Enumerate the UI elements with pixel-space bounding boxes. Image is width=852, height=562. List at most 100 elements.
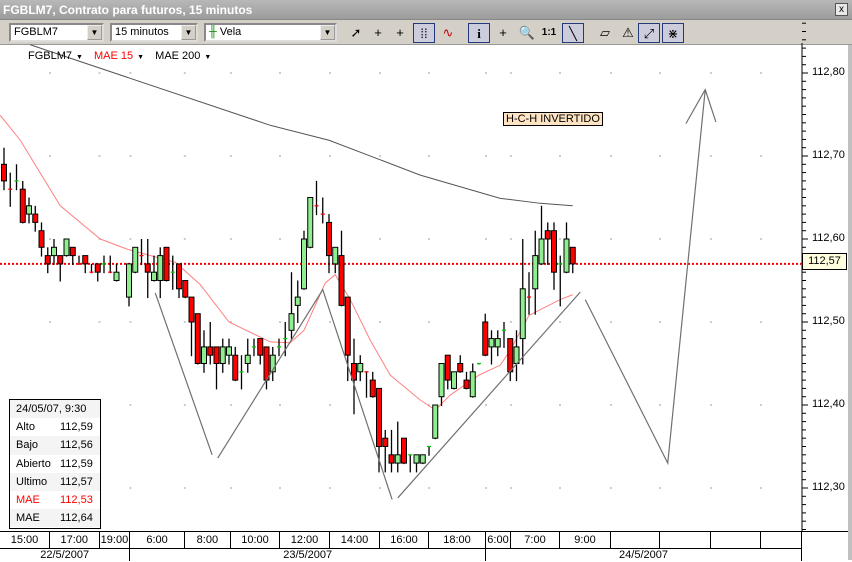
trendline-icon[interactable]: ╲ (562, 23, 584, 43)
candle (494, 330, 501, 357)
info-value: 112,57 (60, 475, 93, 488)
sync-icon[interactable]: ⋇ (662, 23, 684, 43)
grid-dot (510, 155, 512, 157)
candle (139, 239, 144, 265)
candle (188, 296, 195, 357)
candle (519, 239, 526, 365)
grid-dot (610, 155, 612, 157)
chevron-down-icon[interactable]: ▼ (320, 25, 335, 40)
candle (51, 239, 57, 265)
candle-body (532, 255, 539, 290)
grid-dot (183, 155, 186, 157)
grid-dot (710, 72, 712, 74)
candle (558, 255, 563, 307)
candle (294, 280, 301, 323)
candle-body (563, 238, 570, 273)
time-tick-label: 15:00 (0, 532, 50, 548)
draw-mode-icon[interactable]: ⤢ (638, 23, 660, 43)
legend-ma-slow[interactable]: MAE 200 (155, 50, 201, 62)
trendline-drawing (154, 292, 213, 455)
candle-body (507, 338, 514, 373)
chevron-down-icon[interactable]: ▼ (76, 54, 83, 61)
symbol-select[interactable]: FGBLM7 ▼ (9, 23, 104, 42)
candle (457, 355, 464, 373)
zoom-icon[interactable]: 🔍 (518, 25, 536, 40)
pattern-annotation[interactable]: H-C-H INVERTIDO (503, 112, 603, 126)
grid-dot (183, 72, 186, 74)
candle-body (176, 263, 182, 290)
ma-fast-line (0, 115, 573, 411)
time-axis: 15:00 17:00 19:00 6:00 8:00 10:00 12:00 14:00 16… (0, 531, 848, 561)
info-icon[interactable]: i (468, 23, 490, 43)
chart-legend: FGBLM7 ▼ MAE 15 ▼ MAE 200 ▼ (28, 50, 215, 62)
grid-dot (659, 238, 661, 240)
candle (451, 371, 457, 390)
price-tick-label: 112,60 (812, 232, 845, 244)
legend-ma-fast[interactable]: MAE 15 (94, 50, 134, 62)
grid-dot (230, 72, 232, 74)
candle-body (307, 197, 314, 248)
price-tick-label: 112,80 (812, 66, 845, 78)
candle (527, 272, 531, 315)
candle-body (451, 371, 457, 389)
legend-symbol[interactable]: FGBLM7 (28, 50, 73, 62)
crosshair-marker-icon[interactable]: + (396, 25, 404, 40)
candle-body (19, 188, 26, 223)
candle-body (413, 454, 420, 464)
candle-body (201, 346, 207, 364)
time-tick-label: 6:00 (486, 532, 511, 548)
grid-dot (610, 238, 612, 240)
candle (132, 246, 139, 274)
chevron-down-icon[interactable]: ▼ (87, 25, 102, 40)
chevron-down-icon[interactable]: ▼ (181, 25, 196, 40)
grid-dot (659, 72, 661, 74)
candle (157, 247, 164, 299)
crosshair-icon[interactable]: + (374, 25, 382, 40)
time-tick-label: 19:00 (100, 532, 131, 548)
grid-dot (510, 404, 512, 406)
grid-dot (760, 404, 762, 406)
last-price-label: 112,57 (802, 253, 847, 270)
interval-select[interactable]: 15 minutos ▼ (110, 23, 198, 42)
candle (401, 437, 407, 465)
data-window-icon[interactable]: + (499, 25, 507, 40)
grid-dot (279, 155, 281, 157)
candle-body (401, 437, 407, 464)
pointer-arrow-icon[interactable]: ➚ (350, 25, 362, 40)
time-tick-label: 7:00 (511, 532, 560, 548)
info-row: Bajo 112,56 (10, 436, 100, 455)
grid-dot (279, 238, 281, 240)
candle-body (63, 238, 70, 257)
close-button[interactable]: x (835, 3, 848, 16)
chevron-down-icon[interactable]: ▼ (204, 54, 212, 61)
grid-dot (379, 487, 381, 489)
one-to-one-icon[interactable]: 1:1 (541, 27, 557, 38)
interval-value: 15 minutos (115, 26, 169, 38)
candle (502, 322, 506, 348)
candle (44, 247, 51, 274)
chevron-down-icon[interactable]: ▼ (137, 54, 145, 61)
grid-icon[interactable]: ⁞⁞ (413, 23, 435, 43)
candle-body (51, 246, 57, 257)
candle (63, 238, 70, 257)
info-value: 112,56 (60, 439, 93, 452)
candle (32, 205, 39, 232)
candle (344, 296, 351, 382)
price-tick-label: 112,50 (812, 315, 845, 327)
eraser-icon[interactable]: ▱ (600, 25, 610, 40)
candle (301, 230, 307, 290)
candle-icon: ╫ (209, 26, 220, 38)
grid-dot (379, 72, 381, 74)
candle (438, 363, 445, 406)
indicator-icon[interactable]: ∿ (442, 25, 454, 40)
candle (488, 330, 495, 365)
grid-dot (329, 155, 331, 157)
candle-body (232, 354, 239, 381)
candle (77, 255, 81, 265)
alert-icon[interactable]: ⚠ (622, 25, 634, 40)
grid-dot (559, 487, 561, 489)
price-chart[interactable] (0, 0, 852, 531)
candle-body (44, 255, 51, 265)
chart-style-select[interactable]: ╫ Vela ▼ (204, 23, 337, 42)
candle (507, 338, 514, 382)
